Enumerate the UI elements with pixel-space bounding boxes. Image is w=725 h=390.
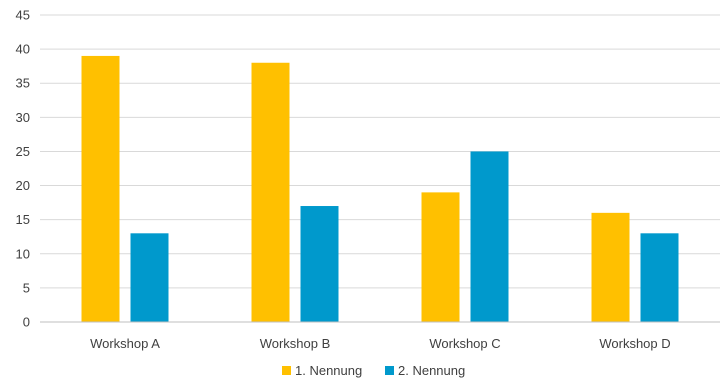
y-tick-label: 45 (16, 8, 30, 23)
bar-2-3 (470, 151, 509, 322)
y-tick-label: 5 (23, 280, 30, 295)
y-tick-label: 15 (16, 212, 30, 227)
y-tick-label: 40 (16, 42, 30, 57)
x-axis-categories: Workshop A Workshop B Workshop C Workshop D (90, 336, 671, 351)
legend-swatch-1 (282, 366, 291, 375)
y-tick-label: 10 (16, 246, 30, 261)
bar-2-1 (130, 233, 169, 322)
legend-swatch-2 (385, 366, 394, 375)
bar-1-2 (251, 62, 290, 322)
bar-2-2 (300, 206, 339, 322)
y-axis-ticks: 0 5 10 15 20 25 30 35 40 45 (16, 8, 30, 330)
y-tick-label: 35 (16, 76, 30, 91)
x-category-label: Workshop A (90, 336, 160, 351)
bar-2-4 (640, 233, 679, 322)
x-category-label: Workshop C (429, 336, 500, 351)
x-category-label: Workshop B (260, 336, 331, 351)
y-tick-label: 20 (16, 178, 30, 193)
legend: 1. Nennung 2. Nennung (282, 363, 465, 378)
bar-1-1 (81, 55, 120, 322)
bar-1-3 (421, 192, 460, 322)
y-tick-label: 30 (16, 110, 30, 125)
y-tick-label: 0 (23, 315, 30, 330)
legend-label-2: 2. Nennung (398, 363, 465, 378)
bar-1-4 (591, 212, 630, 322)
legend-label-1: 1. Nennung (295, 363, 362, 378)
x-category-label: Workshop D (599, 336, 670, 351)
bars (81, 55, 679, 322)
y-tick-label: 25 (16, 144, 30, 159)
